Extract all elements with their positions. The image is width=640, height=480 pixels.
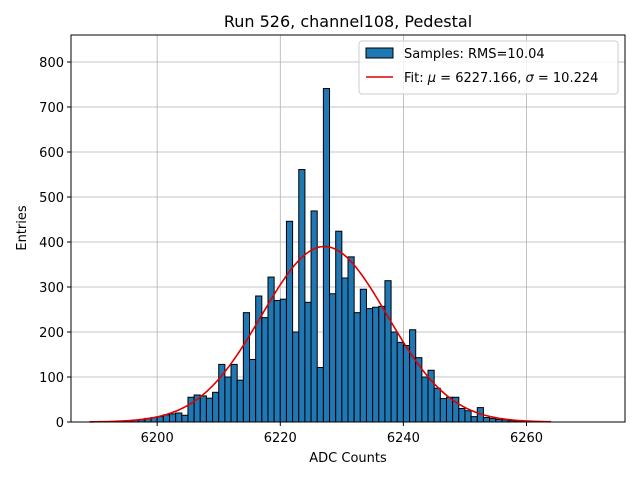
histogram-bar bbox=[175, 412, 183, 423]
histogram-bar bbox=[230, 363, 238, 423]
histogram-bar bbox=[489, 417, 497, 423]
histogram-bar bbox=[205, 397, 214, 423]
legend: Samples: RMS=10.04 Fit: μ = 6227.166, σ … bbox=[358, 40, 619, 95]
histogram-bar bbox=[261, 317, 269, 423]
chart-title: Run 526, channel108, Pedestal bbox=[224, 12, 472, 31]
histogram-bar bbox=[402, 345, 411, 423]
y-tick-label: 300 bbox=[39, 281, 64, 296]
histogram-bar bbox=[365, 308, 374, 423]
histogram-bar bbox=[304, 301, 312, 423]
histogram-bar bbox=[249, 358, 257, 423]
histogram-bar bbox=[329, 293, 337, 423]
histogram-bar bbox=[285, 220, 294, 423]
histogram-bar bbox=[199, 395, 207, 423]
histogram-bar bbox=[168, 413, 177, 423]
histogram-bar bbox=[236, 379, 244, 423]
y-tick-label: 200 bbox=[39, 326, 64, 341]
y-tick-label: 600 bbox=[39, 146, 64, 161]
legend-samples-swatch bbox=[365, 47, 394, 59]
y-tick-label: 800 bbox=[39, 56, 64, 71]
legend-samples-label: Samples: RMS=10.04 bbox=[404, 47, 545, 62]
histogram-bar bbox=[187, 396, 195, 423]
histogram-bar bbox=[242, 312, 251, 423]
fit-curve bbox=[89, 245, 552, 423]
histogram-bar bbox=[181, 414, 189, 423]
histogram-bar bbox=[322, 88, 331, 423]
histogram-bars bbox=[119, 88, 528, 423]
histogram-bar bbox=[470, 416, 478, 423]
histogram-bar bbox=[341, 277, 349, 423]
histogram-bar bbox=[378, 305, 386, 423]
y-axis-ticks: 0 100 200 300 400 500 600 700 800 bbox=[39, 56, 71, 431]
histogram-bar bbox=[409, 329, 417, 423]
histogram-bar bbox=[482, 417, 491, 423]
x-tick-label: 6200 bbox=[141, 431, 174, 446]
histogram-bar bbox=[421, 376, 429, 423]
histogram-bar bbox=[316, 367, 324, 423]
y-axis-label: Entries bbox=[15, 205, 30, 251]
histogram-bar bbox=[384, 280, 392, 423]
x-axis-label: ADC Counts bbox=[309, 451, 387, 466]
y-tick-label: 500 bbox=[39, 191, 64, 206]
histogram-bar bbox=[390, 331, 398, 423]
histogram-bar bbox=[255, 295, 263, 423]
histogram-bar bbox=[458, 408, 466, 423]
histogram-bar bbox=[292, 331, 300, 423]
histogram-bar bbox=[224, 376, 232, 423]
histogram-bar bbox=[445, 396, 454, 423]
histogram-bar bbox=[439, 398, 447, 423]
histogram-bar bbox=[335, 230, 343, 423]
histogram-bar bbox=[273, 300, 281, 423]
legend-box bbox=[358, 40, 619, 95]
histogram-bar bbox=[353, 312, 361, 423]
histogram-bar bbox=[310, 210, 318, 423]
histogram-bar bbox=[359, 288, 367, 423]
y-tick-label: 700 bbox=[39, 101, 64, 116]
y-tick-label: 400 bbox=[39, 236, 64, 251]
y-tick-label: 0 bbox=[56, 416, 64, 431]
histogram-bar bbox=[347, 256, 355, 423]
histogram-bar bbox=[212, 391, 220, 423]
x-tick-label: 6220 bbox=[264, 431, 297, 446]
plot-frame bbox=[70, 34, 626, 423]
histogram-bar bbox=[279, 298, 287, 423]
histogram-bar bbox=[396, 341, 404, 423]
x-tick-label: 6240 bbox=[387, 431, 420, 446]
histogram-bar bbox=[433, 387, 441, 423]
x-axis-ticks: 6200 6220 6240 6260 bbox=[141, 422, 543, 446]
histogram-bar bbox=[298, 169, 306, 423]
y-tick-label: 100 bbox=[39, 371, 64, 386]
x-tick-label: 6260 bbox=[510, 431, 543, 446]
legend-fit-label: Fit: μ = 6227.166, σ = 10.224 bbox=[404, 71, 598, 86]
histogram-bar bbox=[372, 306, 380, 423]
histogram-bar bbox=[464, 410, 472, 423]
